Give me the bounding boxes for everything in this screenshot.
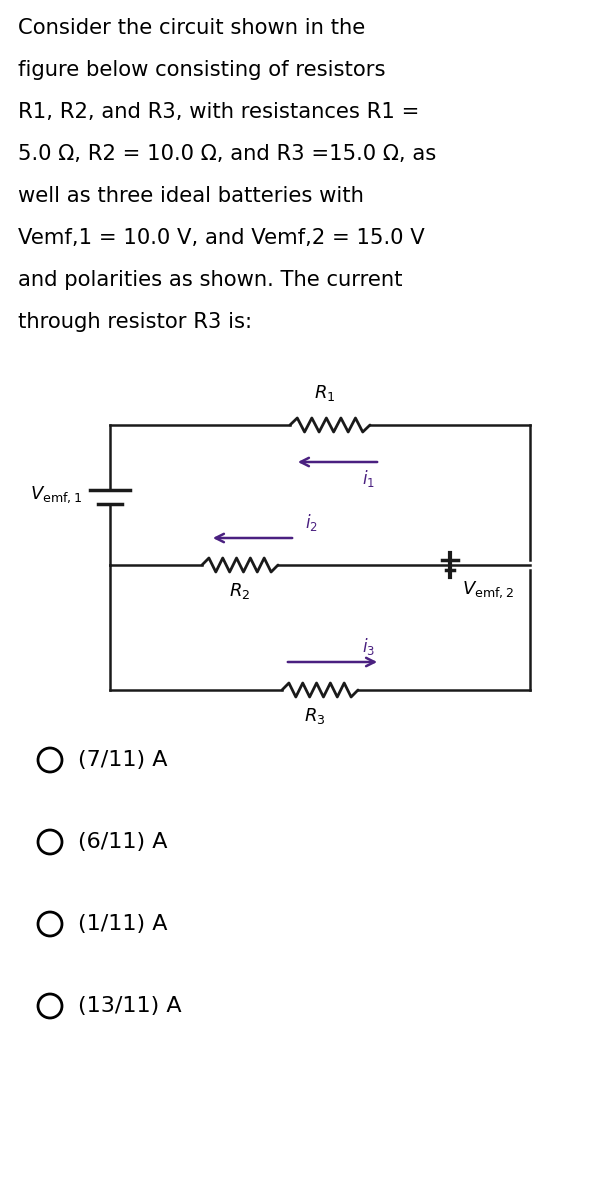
Text: (13/11) A: (13/11) A bbox=[78, 996, 182, 1016]
Text: $R_2$: $R_2$ bbox=[230, 581, 251, 601]
Text: (6/11) A: (6/11) A bbox=[78, 832, 168, 852]
Text: through resistor R3 is:: through resistor R3 is: bbox=[18, 312, 252, 332]
Text: Vemf,1 = 10.0 V, and Vemf,2 = 15.0 V: Vemf,1 = 10.0 V, and Vemf,2 = 15.0 V bbox=[18, 228, 425, 248]
Text: $V_{\rm emf,2}$: $V_{\rm emf,2}$ bbox=[462, 578, 514, 600]
Text: $i_3$: $i_3$ bbox=[362, 636, 375, 658]
Text: and polarities as shown. The current: and polarities as shown. The current bbox=[18, 270, 403, 290]
Text: $i_1$: $i_1$ bbox=[362, 468, 375, 490]
Text: (1/11) A: (1/11) A bbox=[78, 914, 168, 934]
Text: Consider the circuit shown in the: Consider the circuit shown in the bbox=[18, 18, 365, 38]
Text: 5.0 Ω, R2 = 10.0 Ω, and R3 =15.0 Ω, as: 5.0 Ω, R2 = 10.0 Ω, and R3 =15.0 Ω, as bbox=[18, 144, 437, 164]
Text: (7/11) A: (7/11) A bbox=[78, 750, 168, 770]
Text: R1, R2, and R3, with resistances R1 =: R1, R2, and R3, with resistances R1 = bbox=[18, 102, 419, 122]
Text: figure below consisting of resistors: figure below consisting of resistors bbox=[18, 60, 386, 80]
Text: $i_2$: $i_2$ bbox=[305, 512, 318, 533]
Text: $R_1$: $R_1$ bbox=[314, 383, 336, 403]
Text: $V_{\rm emf,1}$: $V_{\rm emf,1}$ bbox=[30, 485, 82, 505]
Text: well as three ideal batteries with: well as three ideal batteries with bbox=[18, 186, 364, 206]
Text: $R_3$: $R_3$ bbox=[305, 706, 326, 726]
